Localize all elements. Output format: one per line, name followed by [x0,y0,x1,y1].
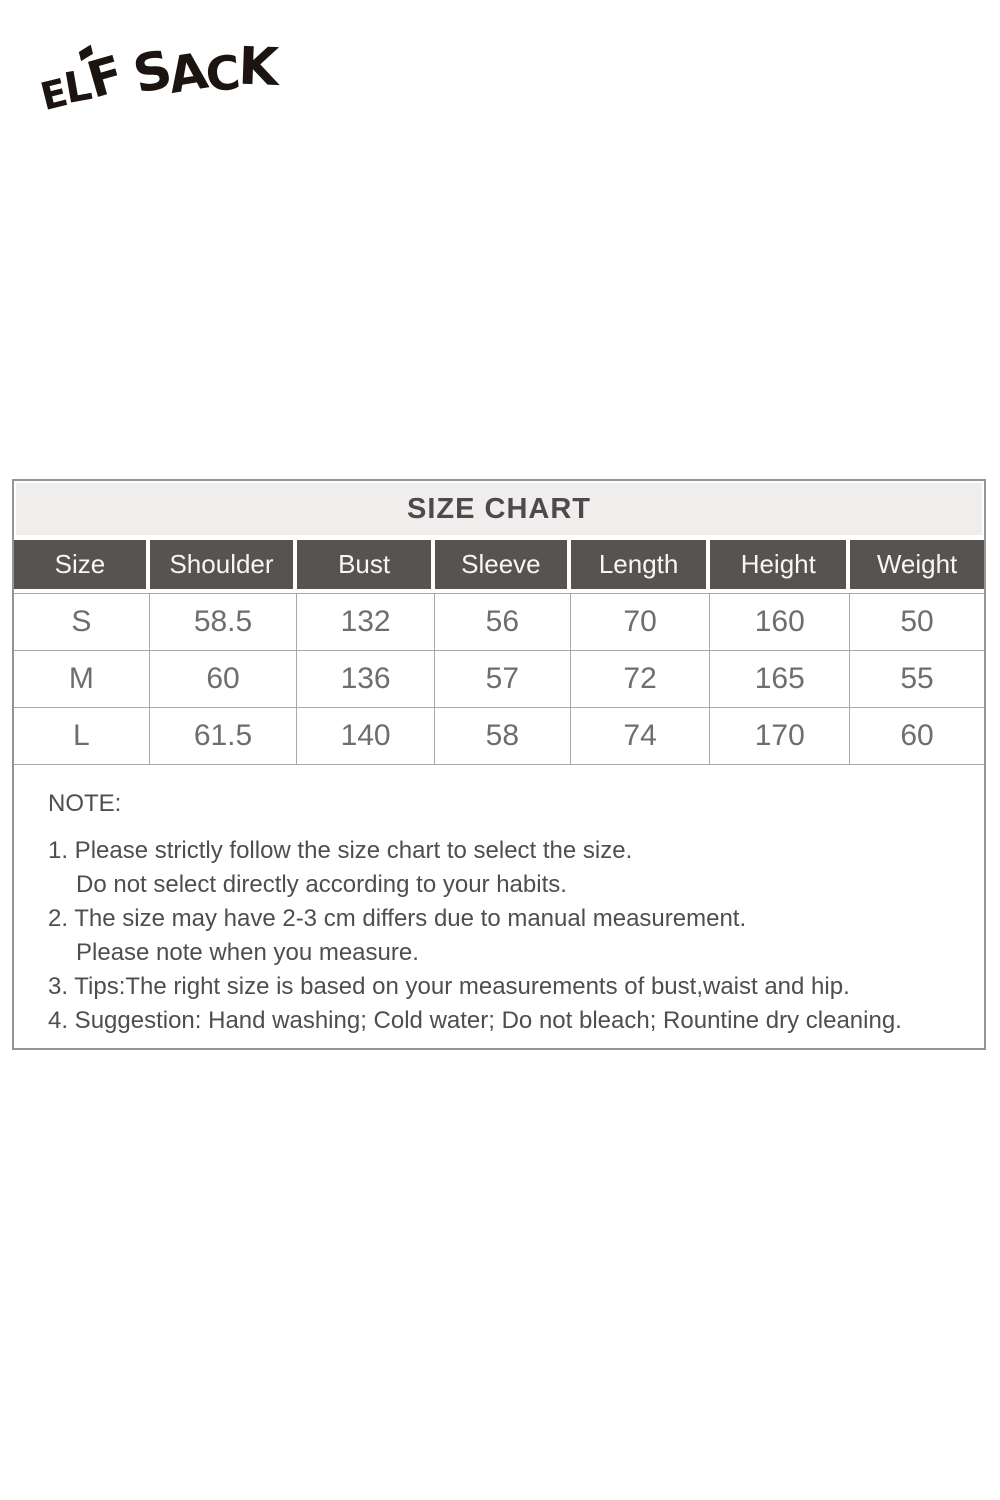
note-line-1: 1. Please strictly follow the size chart… [48,837,633,864]
cell-bust: 140 [297,708,435,764]
brand-logo: ELFSACK [36,37,279,147]
cell-sleeve: 58 [435,708,571,764]
note-line-3: 3. Tips:The right size is based on your … [48,973,850,1000]
cell-size: M [14,651,150,707]
note-line-2: 2. The size may have 2-3 cm differs due … [48,905,747,932]
cell-length: 72 [571,651,711,707]
column-header-sleeve: Sleeve [434,540,571,589]
note-line-2b: Please note when you measure. [76,939,419,966]
size-chart-panel: SIZE CHART Size Shoulder Bust Sleeve Len… [12,479,986,1050]
cell-bust: 136 [297,651,435,707]
column-header-length: Length [570,540,711,589]
logo-letter: K [236,36,280,99]
note-section: NOTE: 1. Please strictly follow the size… [14,764,984,1048]
size-chart-header-row: Size Shoulder Bust Sleeve Length Height … [14,540,984,589]
table-row-size-m: M 60 136 57 72 165 55 [14,650,984,707]
table-row-size-s: S 58.5 132 56 70 160 50 [14,593,984,650]
cell-height: 170 [710,708,851,764]
note-heading: NOTE: [48,790,122,817]
cell-shoulder: 58.5 [150,594,298,650]
note-line-1b: Do not select directly according to your… [76,871,567,898]
cell-length: 70 [571,594,711,650]
column-header-weight: Weight [850,540,984,589]
cell-sleeve: 56 [435,594,571,650]
note-line-4: 4. Suggestion: Hand washing; Cold water;… [48,1007,902,1034]
cell-weight: 55 [900,662,934,695]
cell-shoulder: 61.5 [150,708,298,764]
cell-length: 74 [571,708,711,764]
size-chart-title: SIZE CHART [16,483,982,536]
cell-sleeve: 57 [435,651,571,707]
table-row-size-l: L 61.5 140 58 74 170 60 [14,707,984,764]
cell-size: S [14,594,150,650]
cell-bust: 132 [297,594,435,650]
column-header-height: Height [710,540,851,589]
cell-weight: 50 [900,605,934,638]
cell-height: 165 [710,651,851,707]
cell-size: L [14,708,150,764]
cell-height: 160 [710,594,851,650]
cell-weight: 60 [900,719,934,752]
column-header-size: Size [14,540,150,589]
column-header-shoulder: Shoulder [149,540,298,589]
column-header-bust: Bust [297,540,435,589]
size-chart-body: S 58.5 132 56 70 160 50 M 60 136 57 72 1… [14,593,984,764]
cell-shoulder: 60 [150,651,298,707]
